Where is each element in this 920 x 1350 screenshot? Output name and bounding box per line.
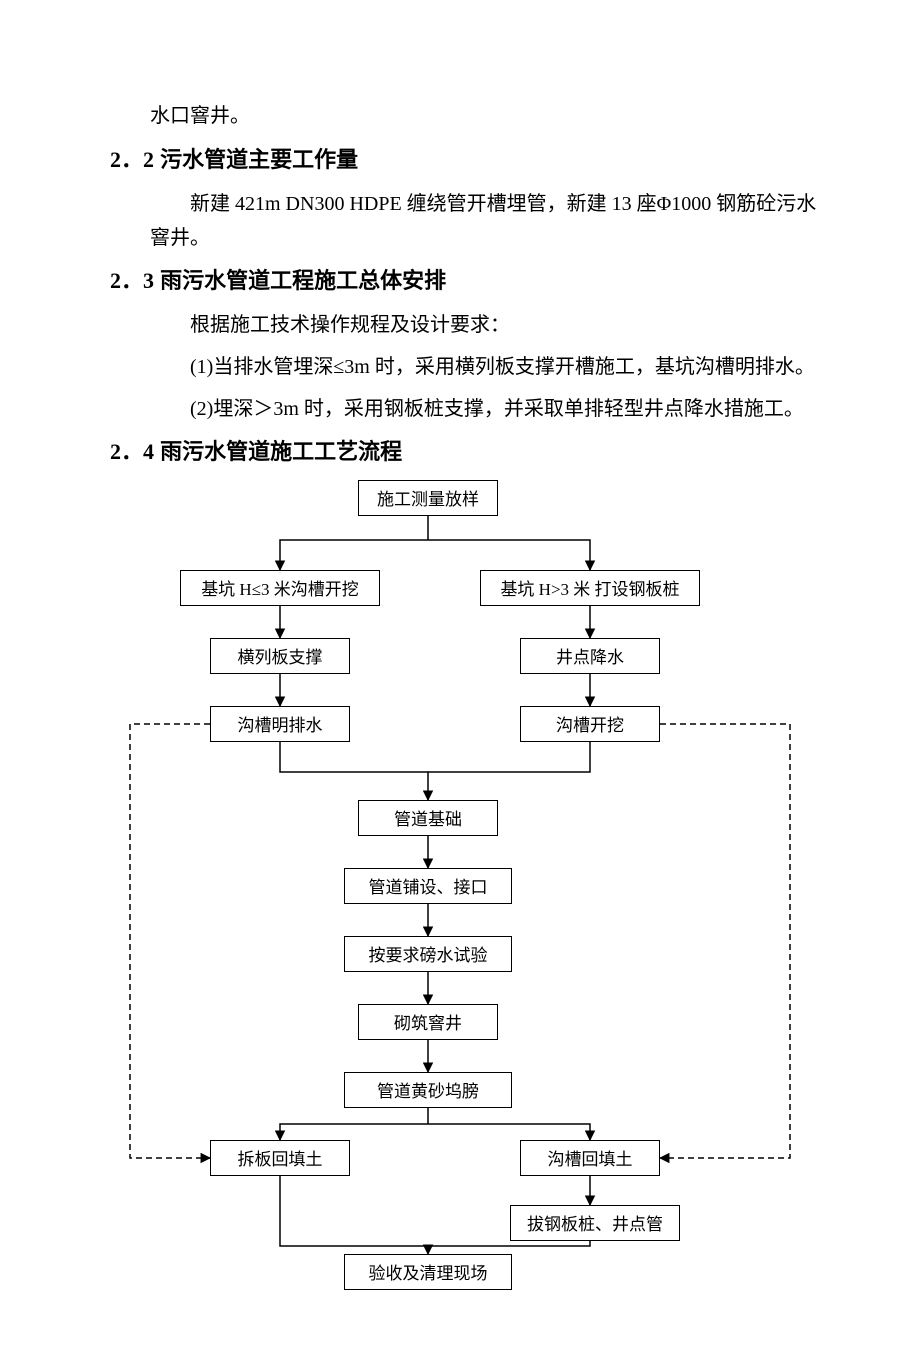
heading-text: 雨污水管道工程施工总体安排 <box>160 268 446 293</box>
flow-node-n11: 拔钢板桩、井点管 <box>510 1205 680 1241</box>
section-2-2-paragraph: 新建 421m DN300 HDPE 缠绕管开槽埋管，新建 13 座Φ1000 … <box>150 187 830 255</box>
flow-node-n2l: 基坑 H≤3 米沟槽开挖 <box>180 570 380 606</box>
section-2-2-heading: 2．2 污水管道主要工作量 <box>110 142 830 177</box>
flow-node-n4l: 沟槽明排水 <box>210 706 350 742</box>
heading-number: 2．3 <box>110 268 154 293</box>
heading-number: 2．4 <box>110 439 154 464</box>
flow-node-n10r: 沟槽回填土 <box>520 1140 660 1176</box>
flow-node-n12: 验收及清理现场 <box>344 1254 512 1290</box>
section-2-3-paragraph-3: (2)埋深＞3m 时，采用钢板桩支撑，并采取单排轻型井点降水措施工。 <box>150 392 830 426</box>
section-2-4-heading: 2．4 雨污水管道施工工艺流程 <box>110 434 830 469</box>
fragment-line: 水口窨井。 <box>150 100 830 132</box>
flow-node-n5: 管道基础 <box>358 800 498 836</box>
section-2-3-heading: 2．3 雨污水管道工程施工总体安排 <box>110 263 830 298</box>
section-2-3-paragraph-1: 根据施工技术操作规程及设计要求： <box>150 308 830 342</box>
heading-text: 污水管道主要工作量 <box>160 147 358 172</box>
flow-node-n3l: 横列板支撑 <box>210 638 350 674</box>
section-2-3-paragraph-2: (1)当排水管埋深≤3m 时，采用横列板支撑开槽施工，基坑沟槽明排水。 <box>150 350 830 384</box>
flow-node-n7: 按要求磅水试验 <box>344 936 512 972</box>
heading-text: 雨污水管道施工工艺流程 <box>160 439 402 464</box>
flow-node-n2r: 基坑 H>3 米 打设钢板桩 <box>480 570 700 606</box>
flow-node-n3r: 井点降水 <box>520 638 660 674</box>
flow-node-n1: 施工测量放样 <box>358 480 498 516</box>
flow-node-n6: 管道铺设、接口 <box>344 868 512 904</box>
flow-node-n9: 管道黄砂坞膀 <box>344 1072 512 1108</box>
heading-number: 2．2 <box>110 147 154 172</box>
flow-node-n10l: 拆板回填土 <box>210 1140 350 1176</box>
flow-node-n8: 砌筑窨井 <box>358 1004 498 1040</box>
process-flowchart: 施工测量放样基坑 H≤3 米沟槽开挖 基坑 H>3 米 打设钢板桩横列板支撑 井点降… <box>110 480 850 1290</box>
flow-node-n4r: 沟槽开挖 <box>520 706 660 742</box>
